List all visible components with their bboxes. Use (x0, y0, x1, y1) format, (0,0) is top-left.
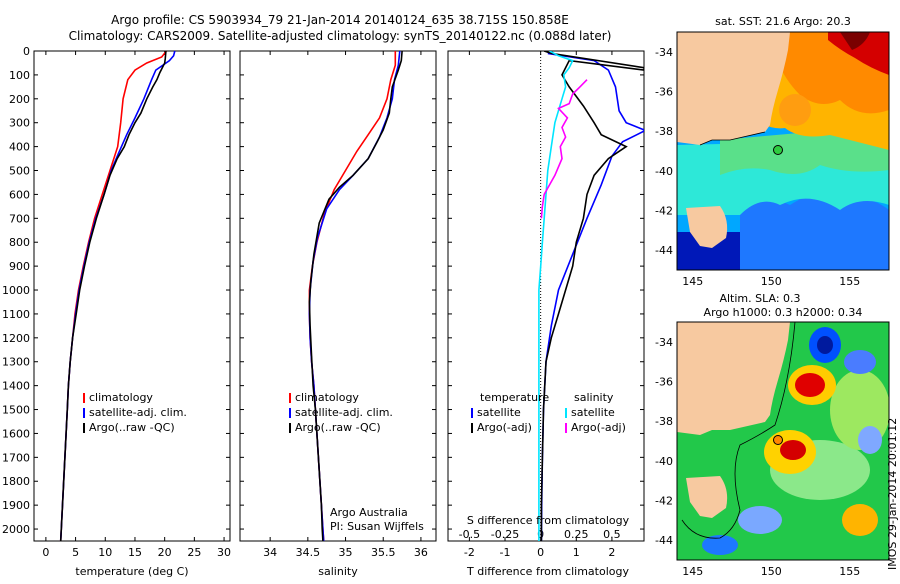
legend-entry: climatology (295, 391, 359, 404)
x-tick-label: 15 (128, 546, 142, 559)
legend-entry: satellite-adj. clim. (295, 406, 393, 419)
x-tick-label: 5 (72, 546, 79, 559)
map-y-tick-label: -44 (655, 534, 673, 547)
sst-map-frame (676, 31, 890, 271)
x2-tick-label: -0.5 (459, 528, 480, 541)
sst-map-title: sat. SST: 21.6 Argo: 20.3 (715, 15, 851, 28)
map-x-tick-label: 150 (761, 565, 782, 578)
x2-tick-label: -0.25 (491, 528, 519, 541)
map-y-tick-label: -36 (655, 86, 673, 99)
sst-map (677, 32, 889, 270)
y-tick-label: 1100 (2, 308, 30, 321)
y-tick-label: 1700 (2, 451, 30, 464)
map-y-tick-label: -38 (655, 415, 673, 428)
x-tick-label: 1 (573, 546, 580, 559)
series-line (538, 51, 574, 541)
y-tick-label: 1800 (2, 475, 30, 488)
figure-title-line-2: Climatology: CARS2009. Satellite-adjuste… (69, 29, 612, 43)
y-tick-label: 1000 (2, 284, 30, 297)
x-tick-label: 35.5 (371, 546, 396, 559)
sla-map-title-line-2: Argo h1000: 0.3 h2000: 0.34 (704, 306, 863, 319)
salinity-x-axis-label: salinity (318, 565, 358, 578)
x2-tick-label: 0.25 (564, 528, 589, 541)
map-y-tick-label: -42 (655, 205, 673, 218)
x-tick-label: 20 (158, 546, 172, 559)
map-y-tick-label: -40 (655, 455, 673, 468)
sla-map-title-line-1: Altim. SLA: 0.3 (719, 292, 800, 305)
sla-map (677, 322, 889, 560)
series-line (540, 79, 588, 219)
y-tick-label: 1500 (2, 404, 30, 417)
map-y-tick-label: -44 (655, 244, 673, 257)
credit-line-1: Argo Australia (330, 506, 408, 519)
x-tick-label: 2 (608, 546, 615, 559)
temperature-x-axis-label: temperature (deg C) (75, 565, 188, 578)
x-tick-label: 34 (263, 546, 277, 559)
x-tick-label: 0 (537, 546, 544, 559)
figure-title-line-1: Argo profile: CS 5903934_79 21-Jan-2014 … (111, 13, 569, 27)
y-tick-label: 2000 (2, 523, 30, 536)
y-tick-label: 1300 (2, 356, 30, 369)
y-tick-label: 600 (9, 188, 30, 201)
legend-group-header: salinity (574, 391, 614, 404)
y-tick-label: 900 (9, 260, 30, 273)
x-tick-label: -2 (464, 546, 475, 559)
map-x-tick-label: 145 (682, 275, 703, 288)
y-tick-label: 700 (9, 212, 30, 225)
temperature-plot-frame (33, 50, 231, 542)
map-x-tick-label: 150 (761, 275, 782, 288)
legend-entry: satellite (477, 406, 521, 419)
map-y-tick-label: -34 (655, 46, 673, 59)
x2-tick-label: 0.5 (603, 528, 621, 541)
series-line (59, 51, 167, 541)
x-tick-label: -1 (500, 546, 511, 559)
y-tick-label: 400 (9, 141, 30, 154)
map-x-tick-label: 145 (682, 565, 703, 578)
y-tick-label: 200 (9, 93, 30, 106)
legend-entry: Argo(..raw -QC) (295, 421, 381, 434)
legend-entry: Argo(-adj) (571, 421, 626, 434)
map-y-tick-label: -36 (655, 376, 673, 389)
y-tick-label: 1200 (2, 332, 30, 345)
y-tick-label: 1400 (2, 380, 30, 393)
y-tick-label: 1900 (2, 499, 30, 512)
y-tick-label: 1600 (2, 427, 30, 440)
x-tick-label: 35 (339, 546, 353, 559)
x-tick-label: 34.5 (296, 546, 321, 559)
map-y-tick-label: -34 (655, 336, 673, 349)
x-tick-label: 0 (42, 546, 49, 559)
series-line (308, 51, 403, 541)
timestamp-stamp: IMOS 29-Jan-2014 20:01:12 (886, 418, 899, 570)
difference-x-axis-label: T difference from climatology (466, 565, 629, 578)
y-tick-label: 300 (9, 117, 30, 130)
map-y-tick-label: -38 (655, 125, 673, 138)
y-tick-label: 0 (23, 45, 30, 58)
x-tick-label: 30 (217, 546, 231, 559)
legend-entry: satellite (571, 406, 615, 419)
series-line (540, 51, 644, 541)
map-y-tick-label: -42 (655, 495, 673, 508)
x-tick-label: 10 (98, 546, 112, 559)
x-tick-label: 25 (187, 546, 201, 559)
x-tick-label: 36 (414, 546, 428, 559)
map-x-tick-label: 155 (839, 565, 860, 578)
legend-entry: Argo(..raw -QC) (89, 421, 175, 434)
y-tick-label: 500 (9, 165, 30, 178)
legend-entry: satellite-adj. clim. (89, 406, 187, 419)
sla-map-frame (676, 321, 890, 561)
y-tick-label: 100 (9, 69, 30, 82)
difference-plot-frame (447, 50, 645, 542)
credit-line-2: PI: Susan Wijffels (330, 520, 424, 533)
map-y-tick-label: -40 (655, 165, 673, 178)
y-tick-label: 800 (9, 236, 30, 249)
map-x-tick-label: 155 (839, 275, 860, 288)
salinity-plot-frame (239, 50, 437, 542)
difference-x2-axis-label: S difference from climatology (467, 514, 630, 527)
legend-entry: Argo(-adj) (477, 421, 532, 434)
legend-entry: climatology (89, 391, 153, 404)
legend-group-header: temperature (480, 391, 549, 404)
